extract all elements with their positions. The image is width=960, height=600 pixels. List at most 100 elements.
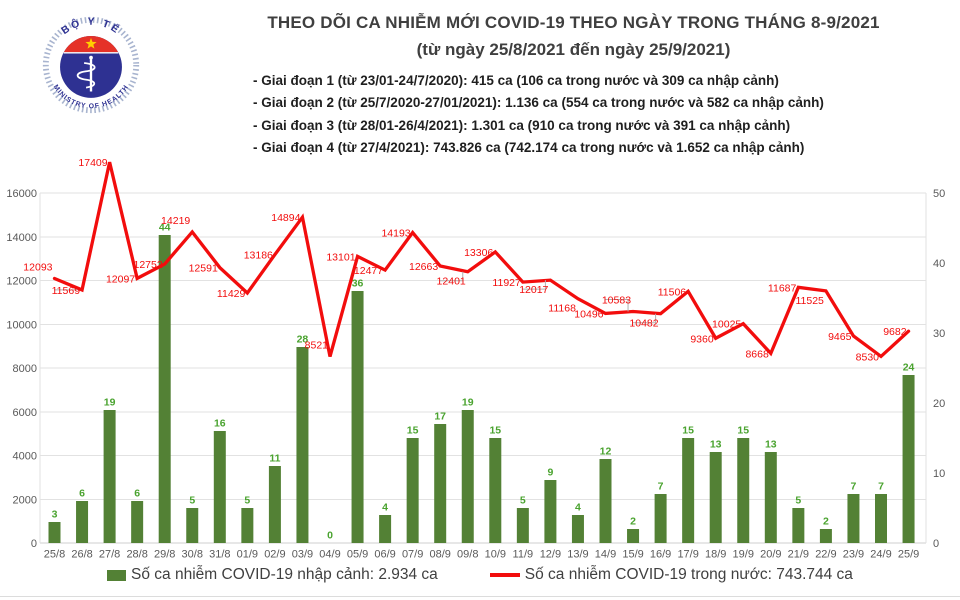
x-axis-label: 24/9	[870, 549, 891, 561]
bar-label: 4	[575, 502, 581, 514]
line-label-leaders	[54, 271, 657, 324]
bar-label: 13	[710, 439, 722, 451]
period-notes: - Giai đoạn 1 (từ 23/01-24/7/2020): 415 …	[253, 70, 824, 159]
bar-label: 15	[682, 425, 694, 437]
line-label: 10496	[574, 308, 603, 320]
bar	[792, 508, 805, 543]
x-axis-label: 21/9	[788, 549, 809, 561]
note-giai-doan-3: - Giai đoạn 3 (từ 28/01-26/4/2021): 1.30…	[253, 117, 791, 133]
line-label: 12663	[409, 261, 438, 273]
line-label: 17409	[78, 157, 107, 169]
x-axis-label: 19/9	[733, 549, 754, 561]
bar	[682, 438, 695, 543]
note-giai-doan-4: - Giai đoạn 4 (từ 27/4/2021): 743.826 ca…	[253, 139, 805, 155]
bar-label: 17	[434, 411, 446, 423]
bar	[875, 494, 887, 543]
bar-label: 5	[795, 495, 801, 507]
legend-item-bars: Số ca nhiễm COVID-19 nhập cảnh: 2.934 ca	[107, 566, 438, 584]
x-axis-label: 08/9	[429, 549, 450, 561]
legend-line-label: Số ca nhiễm COVID-19 trong nước: 743.744…	[524, 566, 853, 583]
line-label: 8668	[745, 348, 769, 360]
bar	[76, 501, 89, 543]
line-label: 12093	[23, 261, 52, 273]
bar	[571, 515, 584, 543]
right-axis-tick: 40	[933, 258, 945, 270]
bar	[131, 501, 144, 543]
line-label: 10025	[712, 319, 741, 331]
bar-label: 4	[382, 502, 388, 514]
bar	[268, 466, 281, 543]
bar	[406, 438, 419, 543]
x-axis-label: 26/8	[71, 549, 92, 561]
bar-label: 36	[352, 278, 364, 290]
bar	[296, 347, 309, 543]
line-label: 9682	[883, 326, 907, 338]
bar	[186, 508, 199, 543]
bar-label: 0	[327, 530, 333, 542]
staff-snake-icon	[76, 55, 96, 92]
bar-label: 9	[547, 467, 553, 479]
line-label: 8530	[856, 351, 880, 363]
line-label: 10482	[629, 318, 658, 330]
bar-label: 5	[244, 495, 250, 507]
line-label: 11687	[768, 282, 797, 294]
bar-label: 2	[823, 516, 829, 528]
bar	[544, 480, 557, 543]
bar	[103, 410, 116, 543]
line-label: 14219	[161, 215, 190, 227]
moh-logo: BỘ Y TẾ MINISTRY OF HEALTH	[42, 16, 140, 114]
x-axis-label: 05/9	[347, 549, 368, 561]
x-axis-label: 11/9	[513, 549, 534, 561]
line-label: 9465	[828, 331, 852, 343]
bar-label: 28	[297, 334, 309, 346]
bar	[48, 522, 61, 543]
bar-label: 12	[600, 446, 612, 458]
x-axis-label: 14/9	[595, 549, 616, 561]
line-label: 13186	[244, 250, 273, 262]
x-axis-label: 02/9	[264, 549, 285, 561]
line-label: 12477	[354, 265, 383, 277]
bar	[158, 235, 171, 543]
x-axis-label: 30/8	[182, 549, 203, 561]
line-label: 13101	[326, 251, 355, 263]
x-axis-labels: 25/8 26/8 27/8 28/8 29/8 30/8 31/8 01/9 02/9 03/9…	[44, 549, 919, 561]
x-axis-label: 28/8	[126, 549, 147, 561]
x-axis-label: 03/9	[292, 549, 313, 561]
line-label: 12591	[189, 263, 218, 275]
left-axis-tick: 16000	[6, 188, 37, 200]
bar-label: 19	[104, 397, 116, 409]
bar-label: 24	[903, 362, 915, 374]
x-axis-label: 20/9	[760, 549, 781, 561]
bar	[241, 508, 254, 543]
left-axis-tick: 8000	[13, 363, 37, 375]
line-label: 11506	[658, 286, 687, 298]
x-axis-label: 01/9	[237, 549, 258, 561]
left-axis-tick: 10000	[6, 319, 37, 331]
x-axis-label: 31/8	[209, 549, 230, 561]
bar	[764, 452, 777, 543]
right-axis-tick: 10	[933, 468, 945, 480]
left-axis-tick: 0	[31, 538, 37, 550]
x-axis-label: 16/9	[650, 549, 671, 561]
right-axis-tick: 0	[933, 538, 939, 550]
left-axis-tick: 14000	[6, 232, 37, 244]
bar-label: 5	[520, 495, 526, 507]
bar-label: 15	[489, 425, 501, 437]
bar	[654, 494, 667, 543]
bar-label: 15	[407, 425, 419, 437]
legend-line-swatch-icon	[489, 573, 520, 577]
left-axis-tick: 4000	[13, 451, 37, 463]
x-axis-label: 10/9	[485, 549, 506, 561]
gridlines	[39, 192, 927, 544]
star-icon	[85, 37, 97, 49]
line-label: 8521	[305, 340, 329, 352]
bar-label: 13	[765, 439, 777, 451]
page-subtitle: (từ ngày 25/8/2021 đến ngày 25/9/2021)	[416, 40, 731, 59]
line-path	[52, 161, 911, 359]
x-axis-label: 09/8	[457, 549, 478, 561]
right-axis-tick: 30	[933, 328, 945, 340]
note-giai-doan-1: - Giai đoạn 1 (từ 23/01-24/7/2020): 415 …	[253, 73, 779, 88]
x-axis-label: 25/8	[44, 549, 65, 561]
logo-emblem	[60, 35, 122, 98]
line-label: 14193	[381, 228, 410, 240]
